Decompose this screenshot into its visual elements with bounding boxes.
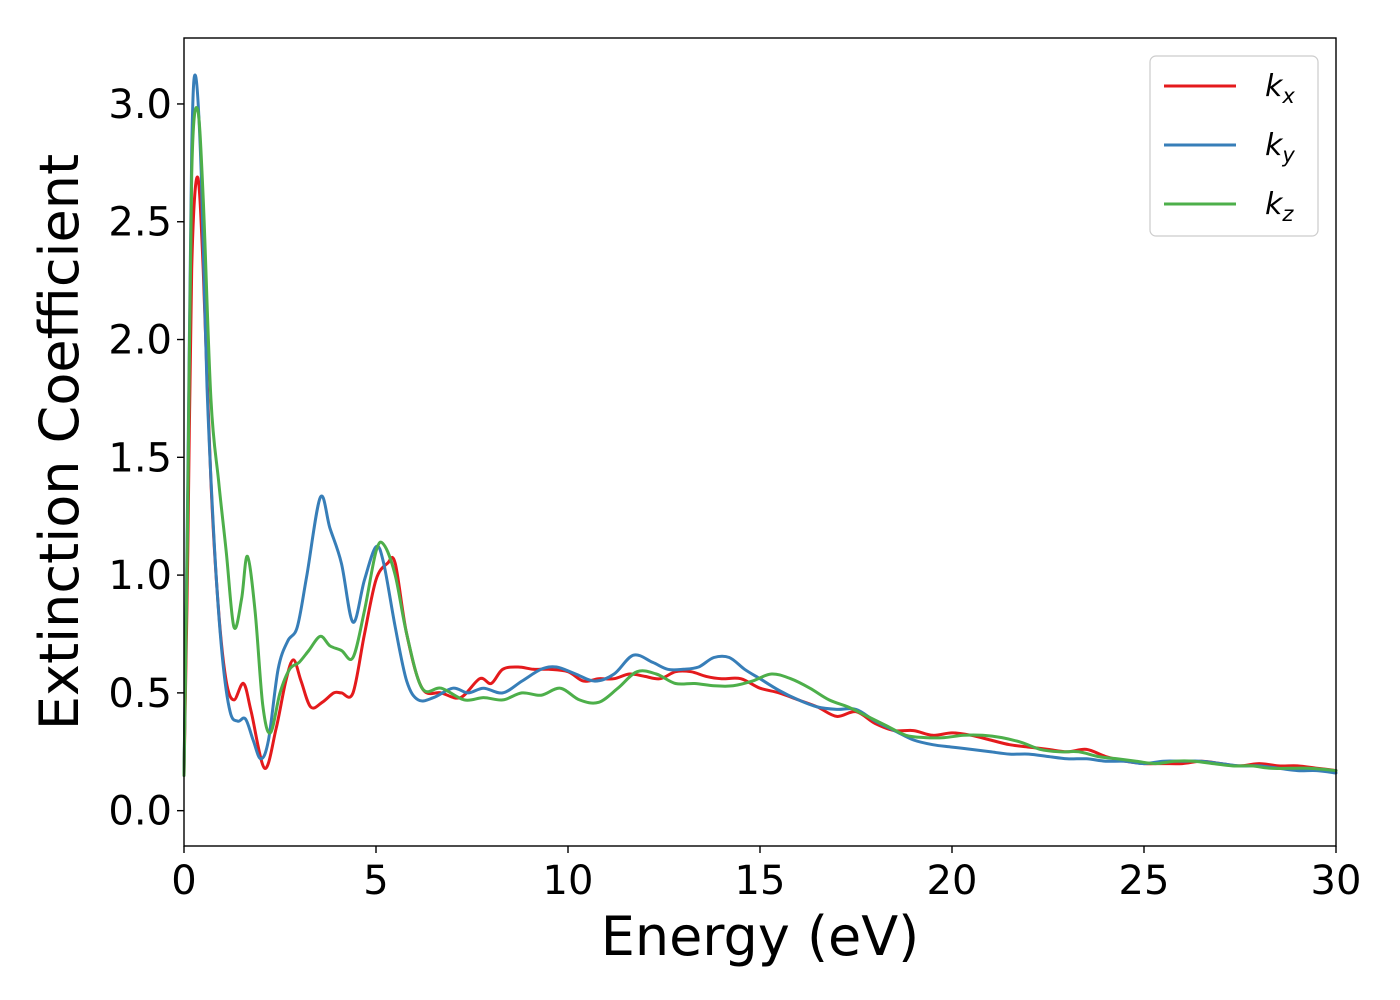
x-tick-label: 5	[363, 858, 388, 904]
y-tick-label: 0.5	[108, 671, 172, 717]
x-tick-label: 0	[171, 858, 196, 904]
x-tick-label: 20	[927, 858, 978, 904]
x-tick-label: 10	[543, 858, 594, 904]
y-axis-label: Extinction Coefficient	[28, 154, 91, 730]
y-tick-label: 2.0	[108, 318, 172, 364]
y-tick-label: 0.0	[108, 789, 172, 835]
y-tick-label: 1.5	[108, 435, 172, 481]
series-line-kz	[182, 106, 1338, 777]
legend-label-ky: ky	[1265, 128, 1295, 167]
y-axis-ticks: 0.0 0.5 1.0 1.5 2.0 2.5 3.0	[108, 82, 184, 835]
x-axis-label: Energy (eV)	[601, 905, 920, 968]
x-tick-label: 30	[1311, 858, 1362, 904]
x-tick-label: 15	[735, 858, 786, 904]
y-tick-label: 2.5	[108, 200, 172, 246]
series-lines	[182, 73, 1338, 777]
series-line-kx	[182, 175, 1338, 777]
y-tick-label: 3.0	[108, 82, 172, 128]
x-tick-label: 25	[1119, 858, 1170, 904]
legend-label-kz: kz	[1265, 187, 1294, 226]
x-axis-ticks: 0 5 10 15 20 25 30	[171, 846, 1361, 904]
series-line-ky	[182, 73, 1338, 777]
y-tick-label: 1.0	[108, 553, 172, 599]
legend-label-kx: kx	[1265, 69, 1295, 108]
legend: kx ky kz	[1149, 55, 1319, 237]
